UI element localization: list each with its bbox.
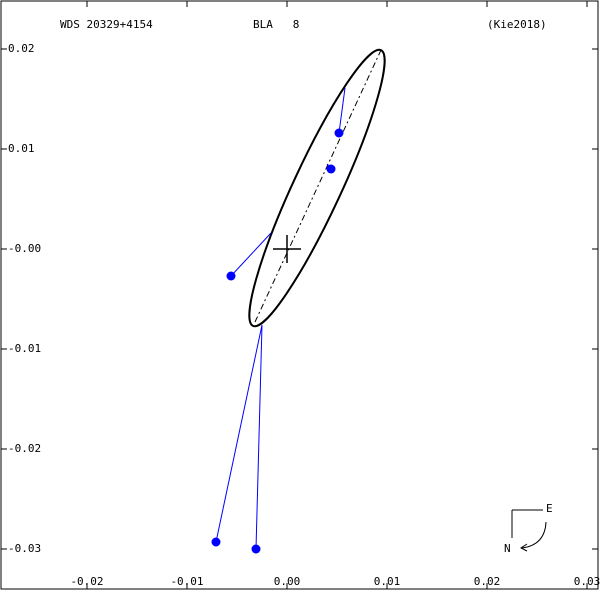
observation	[334, 128, 344, 138]
compass-arrowhead	[520, 543, 528, 552]
observation	[226, 271, 236, 281]
x-tick-label: -0.02	[70, 575, 103, 588]
residual	[338, 87, 346, 134]
compass-arrow	[521, 521, 547, 549]
x-tick-label: 0.02	[474, 575, 501, 588]
residual	[255, 324, 263, 550]
compass-east: E	[546, 502, 553, 515]
reference: (Kie2018)	[487, 18, 547, 31]
star-id: WDS 20329+4154	[60, 18, 153, 31]
orbit	[248, 48, 386, 328]
compass-north: N	[504, 542, 511, 555]
y-tick-label: -0.01	[8, 342, 41, 355]
y-tick-label: 0.02	[8, 42, 35, 55]
residual	[215, 324, 263, 543]
star-name: BLA 8	[253, 18, 299, 31]
observation	[251, 544, 261, 554]
y-tick-label: -0.03	[8, 542, 41, 555]
y-tick-label: 0.01	[8, 142, 35, 155]
x-tick-label: -0.01	[170, 575, 203, 588]
line-of-nodes	[254, 49, 382, 323]
residual	[230, 232, 272, 277]
compass: E N	[504, 502, 553, 555]
primary-cross	[273, 235, 301, 263]
x-tick-label: 0.00	[274, 575, 301, 588]
x-tick-label: 0.01	[374, 575, 401, 588]
y-tick-label: -0.00	[8, 242, 41, 255]
observation	[211, 537, 221, 547]
observation	[326, 164, 336, 174]
y-tick-label: -0.02	[8, 442, 41, 455]
x-tick-label: 0.03	[574, 575, 600, 588]
